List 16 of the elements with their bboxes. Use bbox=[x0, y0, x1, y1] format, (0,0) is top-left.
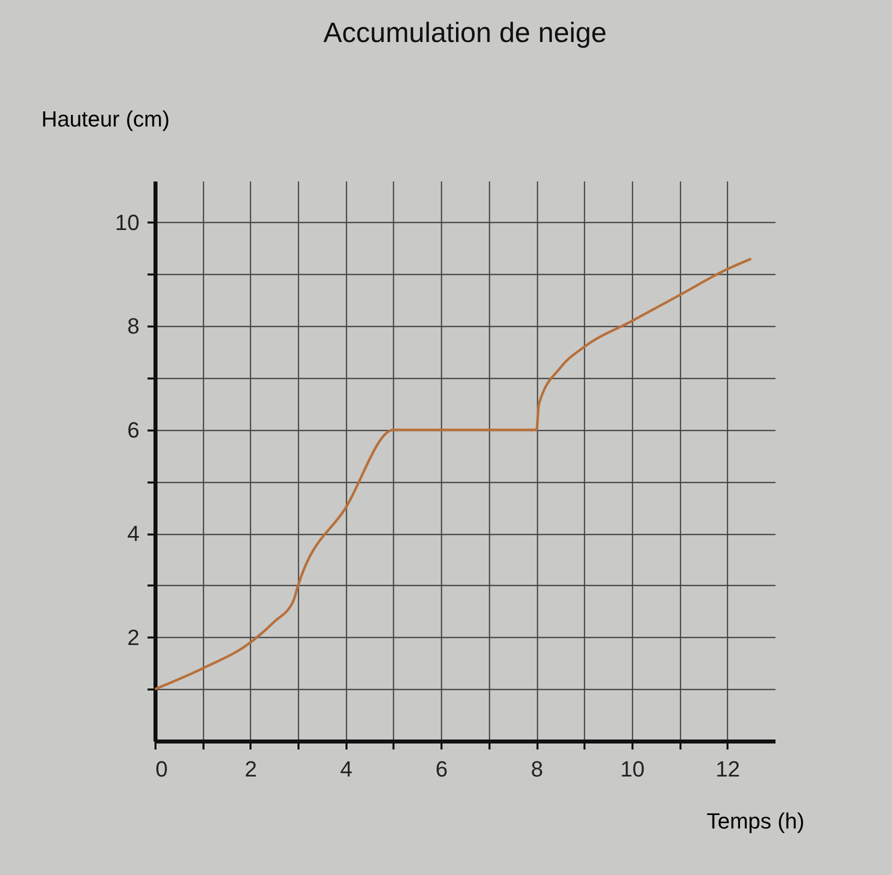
chart-title: Accumulation de neige bbox=[323, 17, 607, 48]
x-tick-label: 0 bbox=[156, 756, 168, 782]
x-axis-title: Temps (h) bbox=[706, 808, 804, 834]
x-tick-label: 8 bbox=[530, 756, 544, 782]
y-tick-label: 4 bbox=[127, 521, 140, 546]
y-tick-label: 6 bbox=[127, 417, 140, 442]
x-tick-label: 12 bbox=[716, 756, 740, 782]
y-tick-label: 10 bbox=[115, 210, 140, 235]
y-tick-label: 8 bbox=[127, 314, 140, 339]
y-axis-title: Hauteur (cm) bbox=[41, 106, 170, 132]
y-tick-label: 2 bbox=[127, 624, 140, 650]
x-tick-label: 10 bbox=[620, 756, 645, 782]
line-series bbox=[154, 258, 752, 690]
x-tick-label: 6 bbox=[436, 756, 448, 782]
x-tick-label: 4 bbox=[340, 756, 352, 782]
x-tick-label: 2 bbox=[244, 756, 258, 782]
